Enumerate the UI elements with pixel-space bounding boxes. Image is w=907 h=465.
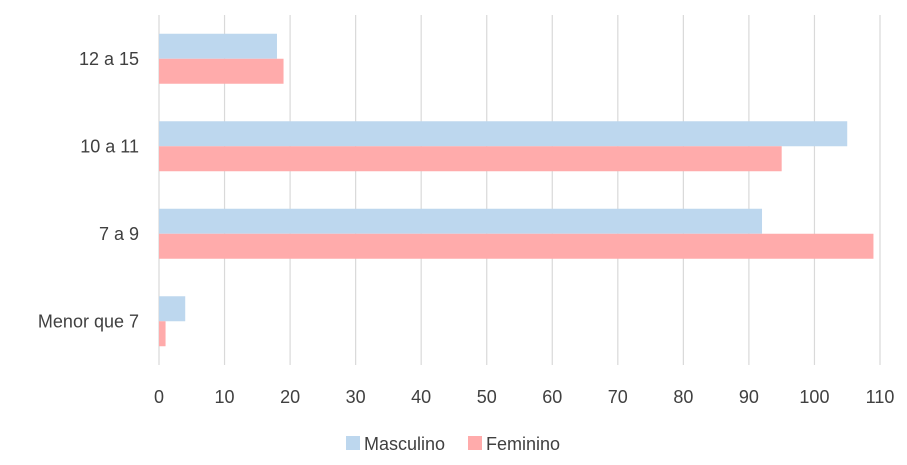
category-label: Menor que 7 (38, 311, 139, 331)
x-tick-label: 60 (542, 387, 562, 407)
bars (159, 33, 874, 347)
x-tick-label: 10 (215, 387, 235, 407)
bar-feminino-3 (159, 321, 166, 347)
category-label: 12 a 15 (79, 49, 139, 69)
x-tick-label: 50 (477, 387, 497, 407)
bar-masculino-1 (159, 121, 848, 147)
category-labels: 12 a 15 10 a 11 7 a 9 Menor que 7 (38, 49, 139, 332)
x-tick-labels: 0 10 20 30 40 50 60 70 80 90 100 110 (154, 387, 894, 407)
legend-swatch-masculino (346, 436, 360, 450)
x-tick-label: 80 (673, 387, 693, 407)
x-tick-label: 40 (411, 387, 431, 407)
x-tick-label: 0 (154, 387, 164, 407)
category-label: 7 a 9 (99, 224, 139, 244)
category-label: 10 a 11 (80, 136, 139, 156)
legend-swatch-feminino (468, 436, 482, 450)
x-tick-label: 20 (280, 387, 300, 407)
bar-feminino-2 (159, 233, 874, 259)
legend-label-masculino: Masculino (364, 434, 445, 454)
bar-feminino-0 (159, 58, 284, 84)
x-tick-label: 110 (866, 387, 895, 407)
x-tick-label: 100 (799, 387, 829, 407)
legend: Masculino Feminino (346, 434, 560, 454)
bar-masculino-0 (159, 33, 277, 59)
bar-masculino-3 (159, 296, 186, 322)
legend-label-feminino: Feminino (486, 434, 560, 454)
x-tick-label: 30 (346, 387, 366, 407)
bar-feminino-1 (159, 146, 782, 172)
bar-masculino-2 (159, 208, 763, 234)
x-tick-label: 90 (739, 387, 759, 407)
x-tick-label: 70 (608, 387, 628, 407)
